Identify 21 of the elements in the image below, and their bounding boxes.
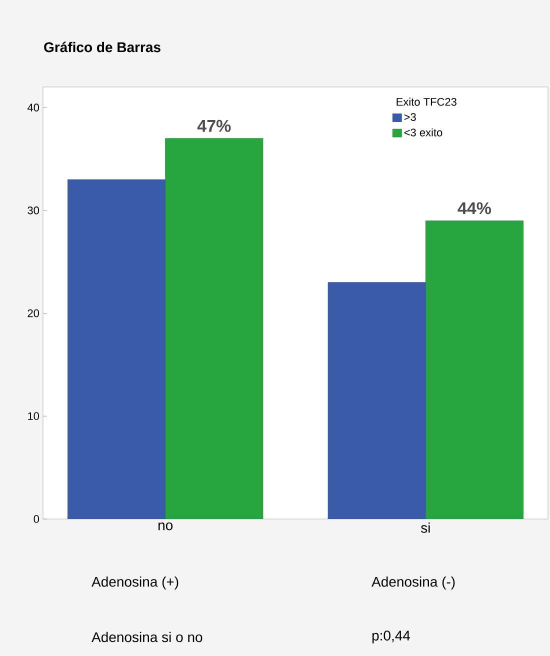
text: p:0,44 (372, 630, 410, 644)
text: Adenosina (+) (92, 576, 178, 590)
text: Adenosina si o no (92, 632, 202, 642)
y-tick-label: 20 (28, 309, 40, 318)
y-tick-label: 10 (28, 412, 40, 420)
x-tick-label: no (158, 522, 173, 530)
bar (165, 138, 264, 519)
annotation: 47% (197, 120, 231, 132)
y-tick-label: 0 (34, 515, 40, 523)
y-tick-label: 40 (27, 104, 40, 112)
y-tick-label: 30 (28, 206, 40, 214)
x-tick-label: si (420, 522, 430, 533)
text: Adenosina (-) (372, 576, 455, 590)
annotation: 44% (458, 202, 492, 214)
legend-label: >3 (404, 113, 416, 121)
legend-title: Exito TFC23 (396, 98, 456, 106)
bar (68, 179, 166, 519)
bar (425, 220, 524, 519)
chart-title: Gráfico de Barras (44, 42, 160, 52)
legend-label: <3 exito (404, 128, 442, 136)
bar (328, 282, 426, 519)
